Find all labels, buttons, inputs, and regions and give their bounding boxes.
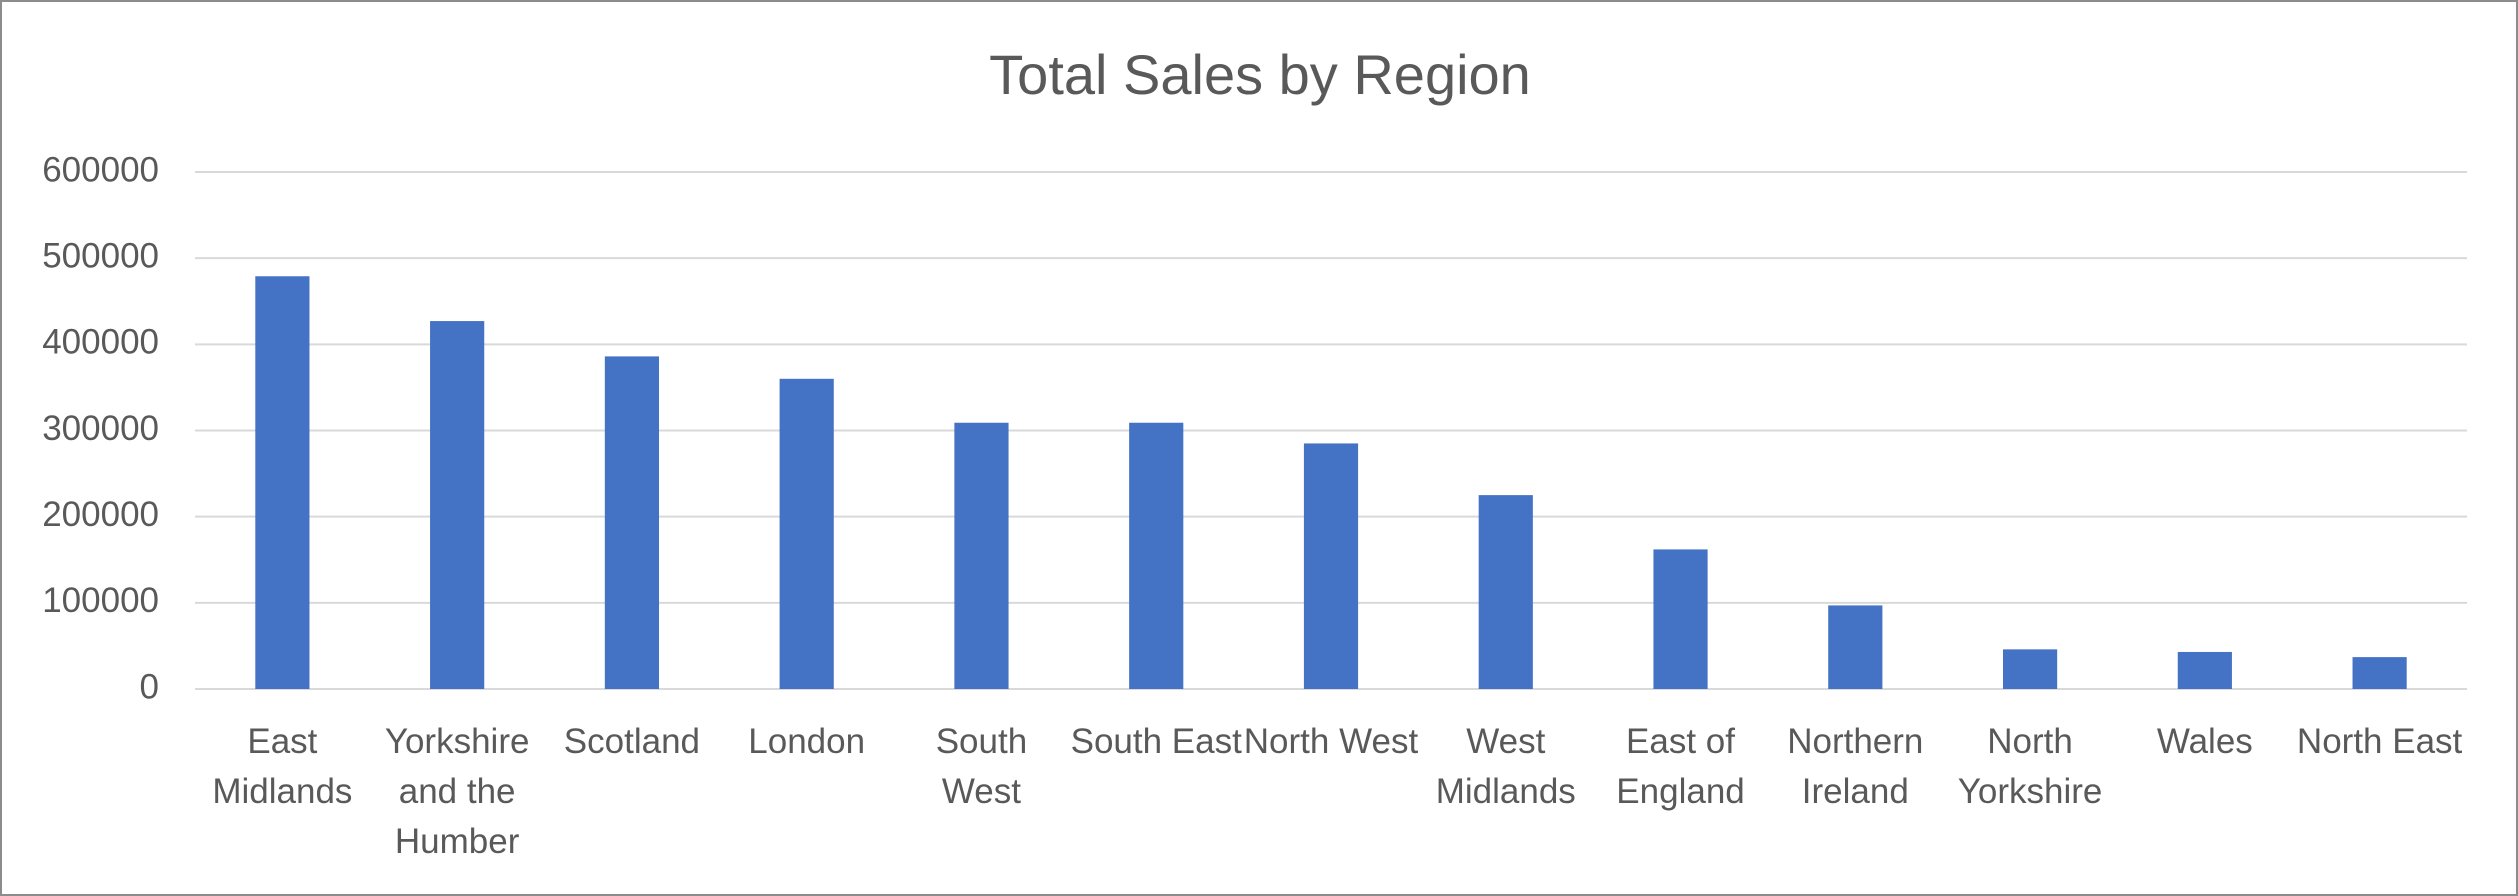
- bar: [1303, 443, 1359, 689]
- x-tick-label: South East: [1070, 722, 1242, 761]
- chart-title: Total Sales by Region: [989, 43, 1531, 106]
- y-tick-label: 400000: [42, 323, 159, 362]
- x-tick-label: North East: [2296, 722, 2463, 761]
- bar: [2002, 649, 2058, 689]
- x-tick-label: Wales: [2156, 722, 2253, 761]
- x-tick-label: North West: [1243, 722, 1419, 761]
- bar: [604, 356, 660, 689]
- bar: [1653, 549, 1708, 689]
- x-tick-label: Yorkshire and the Humber: [384, 722, 530, 861]
- x-tick-label: West Midlands: [1435, 722, 1576, 811]
- bar: [1478, 495, 1533, 689]
- bar: [2177, 651, 2232, 689]
- bar: [954, 422, 1009, 689]
- bar: [1828, 605, 1883, 689]
- x-tick-label: North Yorkshire: [1957, 722, 2103, 811]
- bar: [255, 276, 310, 689]
- bar: [1129, 422, 1184, 689]
- x-tick-label: East of England: [1616, 722, 1745, 811]
- y-tick-label: 600000: [42, 150, 159, 189]
- y-tick-label: 100000: [42, 581, 159, 620]
- x-tick-label: Northern Ireland: [1787, 722, 1924, 811]
- x-tick-label: East Midlands: [212, 722, 353, 811]
- y-tick-label: 200000: [42, 495, 159, 534]
- bar: [2352, 657, 2407, 689]
- y-tick-label: 0: [140, 667, 159, 706]
- x-tick-label: Scotland: [563, 722, 701, 761]
- bar: [779, 378, 834, 689]
- x-tick-label: London: [748, 722, 866, 761]
- x-tick-label: South West: [935, 722, 1028, 811]
- y-tick-label: 500000: [42, 236, 159, 275]
- bar: [430, 321, 485, 689]
- y-tick-label: 300000: [42, 409, 159, 448]
